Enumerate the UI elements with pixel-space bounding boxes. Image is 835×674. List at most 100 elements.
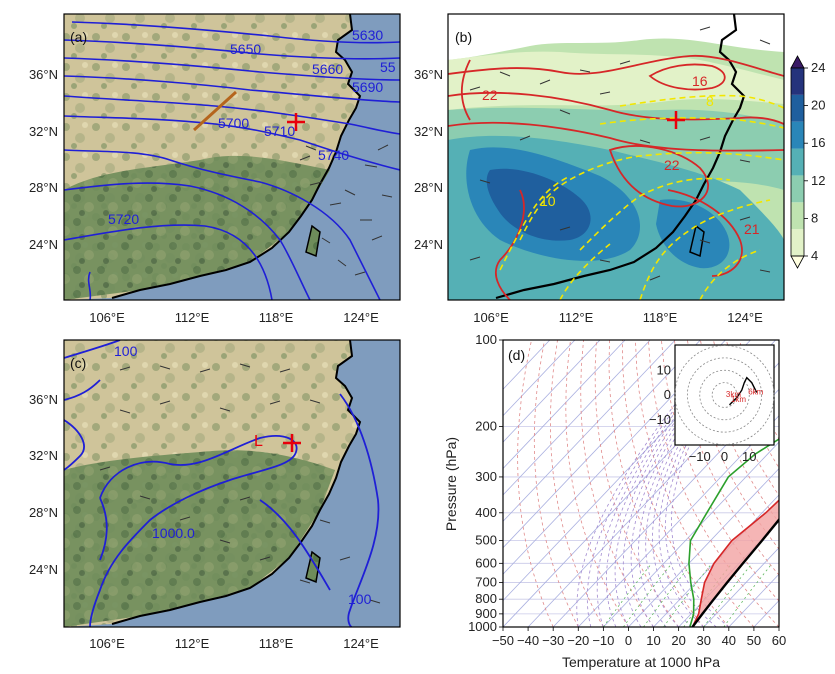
dry-adiabat — [533, 340, 579, 627]
contour-label-a-8: 55 — [380, 59, 396, 75]
lon-ticks-b: 106°E 112°E 118°E 124°E — [473, 310, 763, 325]
isotherm — [653, 494, 779, 627]
hodograph-height-label: 3km — [726, 390, 741, 399]
colorbar-tick-label: 16 — [811, 135, 825, 150]
x-tick-label: −20 — [567, 633, 589, 648]
mixing-ratio-line — [623, 563, 673, 627]
mixing-ratio-line — [683, 563, 733, 627]
y-tick-label: 600 — [475, 555, 497, 570]
contour-label-c-0: 100 — [114, 343, 138, 359]
colorbar-box — [791, 229, 804, 256]
isotherm — [503, 340, 551, 390]
contour-labels-c: 100 1000.0 100 — [114, 343, 372, 607]
low-label-c: L — [254, 433, 263, 450]
y-tick-label: 400 — [475, 505, 497, 520]
temperature-profile — [691, 499, 779, 627]
isotherm — [552, 388, 779, 627]
colorbar-tick-label: 4 — [811, 248, 818, 263]
isotherm — [703, 547, 779, 627]
wind-barbs-b — [469, 26, 771, 281]
location-marker-b — [667, 111, 685, 129]
contour-label-a-6: 5740 — [318, 147, 349, 163]
lon-tick-c-1: 112°E — [175, 636, 210, 651]
red-label-b-2: 22 — [664, 157, 680, 173]
isotherm — [503, 340, 701, 549]
hodograph-trace — [728, 376, 758, 406]
x-tick-label: 10 — [646, 633, 660, 648]
colorbar-box — [791, 148, 804, 176]
moist-adiabat — [576, 390, 686, 627]
panel-label-d: (d) — [508, 347, 525, 363]
lon-tick-a-1: 112°E — [175, 310, 210, 325]
red-label-b-0: 22 — [482, 87, 498, 103]
coastline-b — [495, 14, 746, 300]
x-tick-label: −10 — [592, 633, 614, 648]
panel-a: 5650 5630 5660 5690 5700 5710 5740 5720 … — [29, 13, 401, 325]
isotherm — [503, 340, 601, 443]
lat-ticks-c: 36°N 32°N 28°N 24°N — [29, 392, 58, 577]
red-label-b-1: 16 — [692, 73, 708, 89]
isotherm — [778, 626, 779, 627]
lon-tick-b-1: 112°E — [559, 310, 594, 325]
isotherm — [503, 340, 676, 522]
field-b-blue4 — [656, 199, 730, 269]
moist-adiabat — [586, 390, 689, 627]
moist-adiabat — [652, 390, 711, 627]
y-tick-label: 500 — [475, 533, 497, 548]
colorbar-box — [791, 94, 804, 122]
y-tick-label: 1000 — [468, 619, 497, 634]
colorbar-box — [791, 202, 804, 230]
red-contour-labels-b: 22 16 22 21 — [482, 73, 760, 237]
x-tick-label: −40 — [517, 633, 539, 648]
contour-label-c-1: 1000.0 — [152, 525, 195, 541]
isotherm — [603, 441, 779, 627]
colorbar-box — [791, 175, 804, 203]
yellow-label-b-0: 8 — [706, 93, 714, 109]
colorbar-tick-label: 20 — [811, 98, 825, 113]
hodograph-height-label: 1km — [731, 395, 746, 404]
moist-adiabat — [638, 390, 706, 627]
location-marker-c — [283, 434, 301, 452]
lon-ticks-c: 106°E 112°E 118°E 124°E — [89, 636, 379, 651]
x-tick-label: 30 — [696, 633, 710, 648]
lon-tick-b-3: 124°E — [727, 310, 763, 325]
lat-tick-a-0: 36°N — [29, 67, 58, 82]
colorbar-frame — [790, 67, 805, 257]
isotherm — [503, 340, 576, 417]
taiwan-b — [689, 224, 705, 258]
x-tick-label: 40 — [722, 633, 736, 648]
lat-ticks-b: 36°N 32°N 28°N 24°N — [414, 67, 443, 252]
lat-tick-c-3: 24°N — [29, 562, 58, 577]
moist-adiabat — [645, 390, 709, 627]
lat-tick-c-1: 32°N — [29, 448, 58, 463]
isotherm — [577, 415, 779, 627]
taiwan-a — [305, 224, 321, 258]
colorbar-b: 4 8 12 16 20 24 — [790, 55, 825, 269]
hodograph-x-tick-label: −10 — [689, 449, 711, 464]
field-b-white — [448, 14, 784, 60]
parcel-profile — [691, 517, 779, 627]
hodograph-x-tick-label: 10 — [742, 449, 756, 464]
mixing-ratio-line — [663, 563, 713, 627]
lon-tick-c-2: 118°E — [259, 636, 294, 651]
panel-label-b: (b) — [455, 29, 472, 45]
lowland-c — [64, 450, 335, 627]
dry-adiabat — [608, 340, 705, 627]
lat-tick-b-3: 24°N — [414, 237, 443, 252]
isotherm — [628, 467, 779, 627]
colorbar-tick-label: 8 — [811, 210, 818, 225]
skewt-profiles — [688, 438, 779, 627]
moist-adiabat — [596, 390, 692, 627]
dry-adiabat — [635, 340, 755, 627]
panel-c: 100 1000.0 100 L (c) 36°N 32°N 28°N 24°N… — [29, 339, 401, 651]
contour-label-a-0: 5650 — [230, 41, 261, 57]
contour-label-a-3: 5690 — [352, 79, 383, 95]
contour-label-a-5: 5710 — [264, 123, 295, 139]
lon-tick-a-3: 124°E — [343, 310, 379, 325]
isotherm — [503, 340, 651, 496]
moist-adiabat — [614, 390, 698, 627]
colorbar-extend-top — [790, 55, 805, 69]
location-marker-a — [287, 113, 305, 131]
